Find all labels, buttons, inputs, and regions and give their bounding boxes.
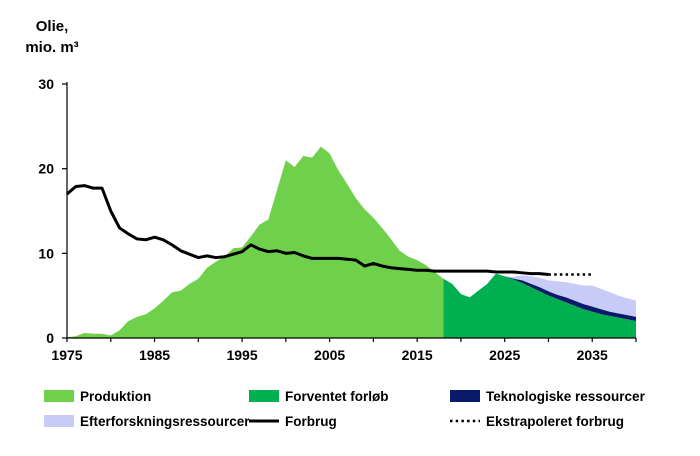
x-tick-label: 1995 [226,347,257,363]
x-tick-label: 1985 [139,347,170,363]
x-tick-label: 1975 [51,347,82,363]
produktion-area [67,146,444,338]
teknologiske-area [504,276,636,322]
legend-swatch-forventet-forløb [249,390,279,402]
y-axis-label-line2: mio. m³ [25,39,78,56]
legend-swatch-produktion [44,390,74,402]
line-layer [66,184,593,276]
y-tick-label: 30 [38,76,54,92]
legend-label-forbrug: Forbrug [285,414,337,429]
legend-label-efterforskningsressourcer: Efterforskningsressourcer [80,414,250,429]
y-tick-label: 20 [38,161,54,177]
x-tick-label: 2015 [402,347,433,363]
x-tick-label: 2025 [489,347,520,363]
area-layer [67,146,636,338]
efterforskning-area [504,275,636,317]
x-tick-label: 2035 [577,347,608,363]
y-tick-label: 0 [46,330,54,346]
x-tick-label: 2005 [314,347,345,363]
forventet-area [443,273,636,338]
legend-swatch-teknologiske-ressourcer [450,390,480,402]
y-tick-label: 10 [38,245,54,261]
legend-label-teknologiske-ressourcer: Teknologiske ressourcer [486,389,646,404]
legend: Produktion Forventet forløb Teknologiske r… [44,389,646,429]
legend-swatch-efterforskningsressourcer [44,415,74,427]
legend-label-ekstrapoleret-forbrug: Ekstrapoleret forbrug [486,414,624,429]
y-axis-label-line1: Olie, [36,18,69,35]
legend-label-forventet-forløb: Forventet forløb [285,389,389,404]
forbrug-line [66,184,549,276]
legend-label-produktion: Produktion [80,389,151,404]
axes: 0 10 20 30 1975 1985 1995 2005 2015 2025 2035 [38,76,637,363]
